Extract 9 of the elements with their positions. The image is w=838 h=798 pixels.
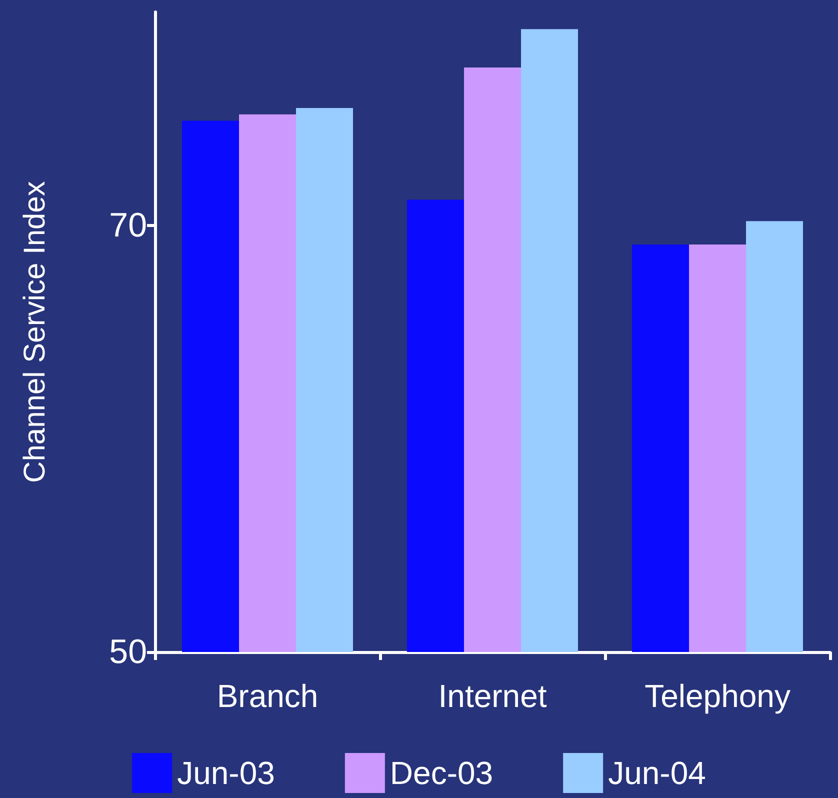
- x-tick-label: Telephony: [644, 678, 790, 714]
- x-tick-label: Internet: [438, 678, 547, 714]
- legend-label: Jun-03: [177, 755, 275, 791]
- legend-label: Jun-04: [608, 755, 706, 791]
- y-axis-title: Channel Service Index: [18, 181, 52, 483]
- legend-label: Dec-03: [390, 755, 494, 791]
- x-tick-label: Branch: [216, 678, 318, 714]
- y-tick-label: 70: [109, 206, 147, 244]
- y-tick-label: 50: [109, 633, 147, 671]
